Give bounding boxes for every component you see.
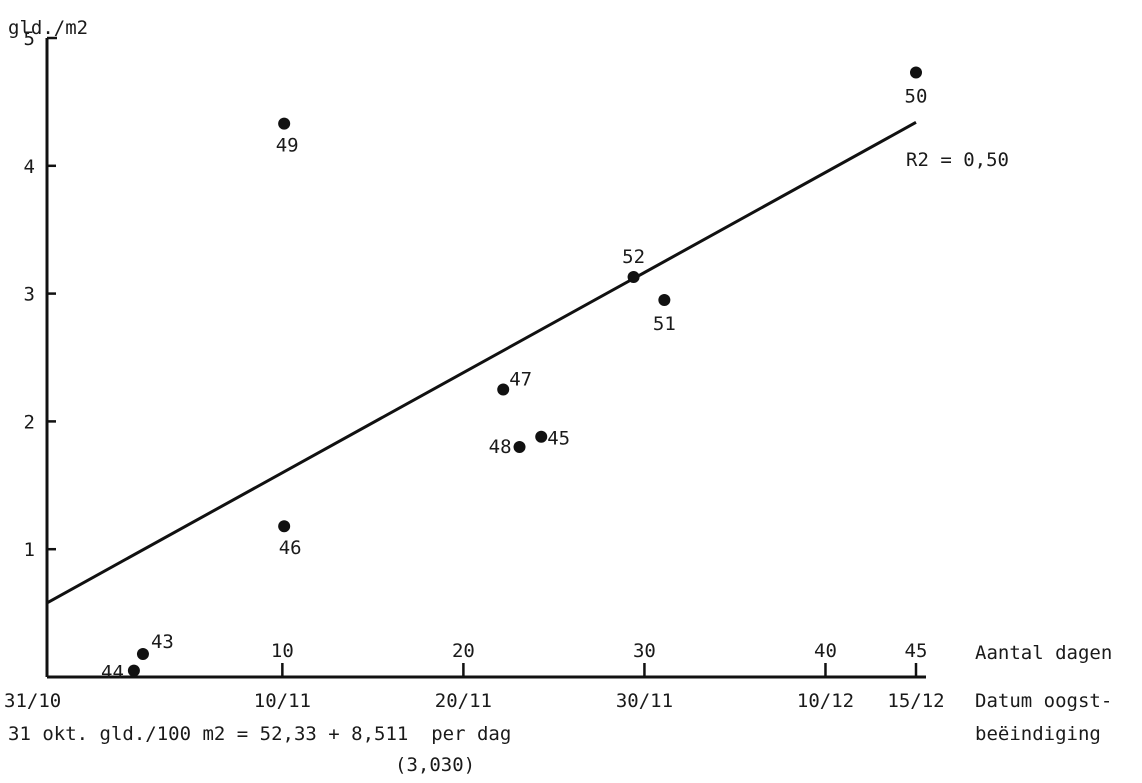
x-tick-label-days: 30 bbox=[633, 640, 656, 662]
y-tick-label: 3 bbox=[24, 284, 35, 306]
data-point-label: 52 bbox=[622, 246, 645, 268]
data-point bbox=[910, 66, 922, 79]
x-tick-label-date: 10/11 bbox=[254, 690, 311, 712]
y-tick-label: 2 bbox=[24, 411, 35, 433]
data-points bbox=[127, 66, 922, 677]
r2-annotation: R2 = 0,50 bbox=[906, 149, 1009, 171]
x-tick-label-date: 30/11 bbox=[616, 690, 673, 712]
data-point-label: 47 bbox=[509, 368, 532, 390]
data-point-label: 46 bbox=[279, 537, 302, 559]
x-tick-label-days: 45 bbox=[905, 640, 928, 662]
data-point bbox=[513, 440, 526, 453]
data-point-label: 44 bbox=[101, 662, 124, 684]
x-tick-label-date: 15/12 bbox=[887, 690, 944, 712]
y-tick-label: 4 bbox=[24, 156, 35, 178]
data-point-label: 45 bbox=[547, 428, 570, 450]
data-point bbox=[278, 117, 291, 130]
data-point-label: 51 bbox=[653, 313, 676, 335]
x-tick-label-days: 20 bbox=[452, 640, 475, 662]
data-point bbox=[127, 664, 140, 677]
x-tick-label-date: 10/12 bbox=[797, 690, 854, 712]
data-point bbox=[497, 383, 510, 396]
data-point bbox=[136, 647, 149, 660]
regression-line-group bbox=[46, 121, 917, 605]
data-point bbox=[658, 293, 671, 306]
x-tick-label-date: 20/11 bbox=[435, 690, 492, 712]
x-axis-label-days: Aantal dagen bbox=[975, 642, 1112, 664]
regression-line bbox=[46, 121, 917, 605]
regression-equation: 31 okt. gld./100 m2 = 52,33 + 8,511 per … bbox=[8, 723, 511, 745]
x-tick-label-days: 10 bbox=[271, 640, 294, 662]
x-tick-label-date: 31/10 bbox=[4, 690, 61, 712]
data-point-label: 48 bbox=[489, 436, 512, 458]
regression-standard-error: (3,030) bbox=[395, 754, 475, 776]
data-point bbox=[278, 520, 291, 533]
point-labels: 43 44 45 46 47 48 49 50 51 52 bbox=[101, 86, 927, 684]
x-axis-label-date-line1: Datum oogst- bbox=[975, 690, 1112, 712]
axes bbox=[45, 36, 926, 679]
data-point-label: 43 bbox=[151, 631, 174, 653]
x-axis-label-date-line2: beëindiging bbox=[975, 723, 1101, 745]
y-tick-label: 1 bbox=[24, 539, 35, 561]
y-tick-label: 5 bbox=[24, 28, 35, 50]
data-point-label: 49 bbox=[276, 135, 299, 157]
data-point bbox=[627, 270, 640, 283]
y-axis-label: gld./m2 bbox=[8, 17, 88, 39]
data-point-label: 50 bbox=[905, 86, 928, 108]
data-point bbox=[535, 430, 548, 443]
x-tick-label-days: 40 bbox=[814, 640, 837, 662]
